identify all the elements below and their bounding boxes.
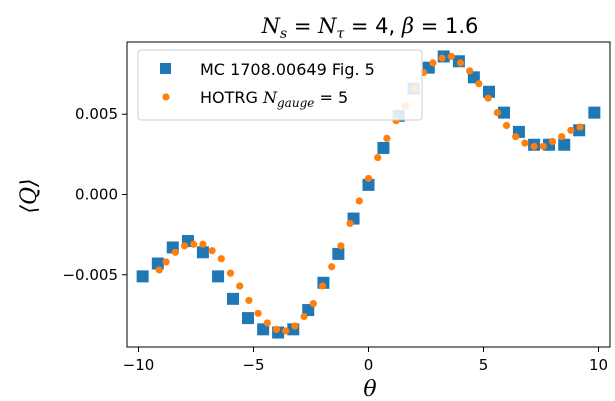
x-tick-label: 10 — [589, 356, 608, 374]
hotrg-point — [328, 263, 336, 271]
y-tick-label: −0.005 — [62, 266, 118, 284]
hotrg-point — [190, 240, 198, 248]
mc-point — [257, 323, 270, 336]
hotrg-point — [263, 319, 271, 327]
hotrg-point — [484, 94, 492, 102]
hotrg-point — [309, 300, 317, 308]
hotrg-point — [521, 139, 529, 147]
hotrg-point — [548, 137, 557, 146]
hotrg-point — [282, 327, 290, 335]
x-tick-label: 5 — [479, 356, 489, 374]
x-tick-label: −10 — [123, 356, 155, 374]
legend: MC 1708.00649 Fig. 5 HOTRG Ngauge = 5 — [137, 49, 423, 121]
mc-point — [196, 246, 209, 259]
hotrg-point — [346, 219, 354, 227]
hotrg-point — [456, 59, 465, 67]
mc-point — [302, 304, 315, 317]
legend-label-mc: MC 1708.00649 Fig. 5 — [200, 60, 375, 79]
mc-point — [212, 270, 225, 283]
mc-point — [151, 257, 164, 270]
legend-label-hotrg: HOTRG Ngauge = 5 — [200, 88, 348, 110]
mc-point — [588, 106, 601, 119]
y-axis-label: ⟨Q⟩ — [17, 178, 42, 213]
hotrg-point — [171, 248, 179, 256]
hotrg-point — [199, 240, 207, 248]
hotrg-point — [208, 247, 216, 255]
mc-point — [362, 178, 375, 191]
x-axis-label: θ — [363, 377, 376, 401]
hotrg-point — [337, 242, 345, 250]
hotrg-point — [475, 80, 483, 88]
mc-point — [483, 85, 496, 98]
hotrg-point — [217, 255, 225, 263]
hotrg-point — [438, 54, 446, 62]
chart-title: Ns = Nτ = 4, β = 1.6 — [261, 14, 479, 42]
hotrg-point — [512, 133, 520, 141]
hotrg-point — [254, 309, 262, 317]
hotrg-point — [567, 126, 575, 134]
mc-point — [332, 247, 345, 260]
x-tick-label: 0 — [364, 356, 374, 374]
legend-box — [137, 49, 423, 121]
legend-marker-hotrg — [162, 93, 170, 101]
y-tick-label: 0.000 — [75, 186, 118, 204]
hotrg-point — [502, 121, 511, 130]
x-tick-label: −5 — [242, 356, 264, 374]
mc-point — [558, 138, 571, 151]
data-marks — [136, 50, 601, 339]
hotrg-point — [180, 242, 189, 250]
mc-point — [377, 141, 390, 154]
hotrg-point — [162, 258, 170, 266]
legend-marker-mc — [160, 63, 171, 74]
hotrg-point — [272, 325, 281, 333]
hotrg-point — [226, 269, 235, 277]
hotrg-point — [539, 142, 547, 150]
hotrg-point — [374, 153, 382, 162]
hotrg-point — [291, 322, 299, 330]
hotrg-point — [318, 282, 327, 290]
y-tick-label: 0.005 — [75, 105, 118, 123]
hotrg-point — [364, 174, 373, 183]
mc-point — [497, 106, 510, 119]
hotrg-point — [429, 59, 437, 67]
hotrg-point — [466, 67, 474, 75]
mc-point — [241, 312, 254, 325]
hotrg-point — [245, 296, 253, 305]
hotrg-point — [447, 52, 455, 61]
hotrg-point — [300, 312, 308, 321]
axes: −10 −5 0 5 10 −0.005 0.000 0.005 — [62, 41, 611, 374]
hotrg-point — [530, 142, 538, 150]
hotrg-point — [493, 109, 501, 117]
mc-point — [136, 270, 149, 283]
hotrg-point — [576, 123, 584, 131]
mc-point — [227, 292, 240, 305]
hotrg-point — [155, 266, 163, 274]
hotrg-point — [383, 134, 391, 142]
hotrg-point — [558, 133, 566, 141]
hotrg-point — [236, 282, 244, 290]
mc-point — [467, 71, 480, 84]
hotrg-point — [355, 197, 363, 205]
